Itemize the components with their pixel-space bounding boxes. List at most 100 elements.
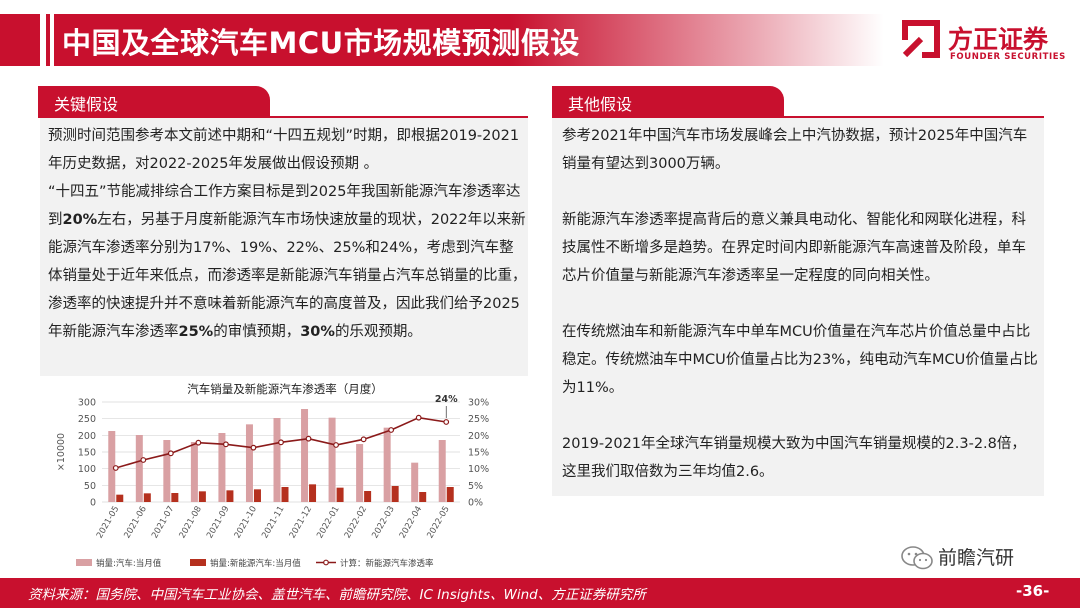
bar-nev-sales: [309, 484, 317, 502]
bar-nev-sales: [116, 494, 124, 502]
penetration-point: [112, 465, 119, 471]
x-tick-label: 2022-04: [398, 505, 424, 541]
sales-penetration-chart: 汽车销量及新能源汽车渗透率（月度） 0 50 100 150 200 250 300 0% 5% 1…: [56, 382, 489, 569]
other-paragraph-2: 新能源汽车渗透率提高背后的意义兼具电动化、智能化和网联化进程，科技属性不断增多是…: [562, 212, 1026, 284]
bar-total-sales: [108, 431, 116, 502]
page-number: -36-: [1016, 582, 1050, 600]
penetration-point: [443, 419, 450, 425]
header-title-band: [54, 14, 884, 66]
y2-tick-label: 10%: [468, 464, 489, 475]
bar-total-sales: [411, 462, 419, 502]
bar-nev-sales: [364, 491, 372, 502]
x-tick-label: 2021-09: [205, 505, 231, 541]
header-accent-line: [46, 14, 50, 66]
tab-other-assumptions: 其他假设: [552, 86, 784, 116]
bar-nev-sales: [446, 487, 454, 502]
tab-key-assumptions: 关键假设: [38, 86, 270, 116]
y-tick-label: 0: [90, 498, 96, 509]
penetration-point: [140, 457, 147, 463]
penetration-point: [250, 444, 257, 451]
x-tick-label: 2021-11: [260, 505, 286, 541]
y2-tick-label: 15%: [468, 448, 489, 459]
y2-tick-label: 5%: [468, 481, 483, 492]
y-tick-label: 150: [78, 448, 96, 459]
legend-swatch-total: [76, 559, 92, 566]
y-axis-label: ×10000: [56, 433, 67, 471]
bar-nev-sales: [171, 493, 179, 502]
other-paragraph-4: 2019-2021年全球汽车销量规模大致为中国汽车销量规模的2.3-2.8倍，这…: [562, 436, 1026, 480]
key-assumptions-text: 预测时间范围参考本文前述中期和“十四五规划”时期，即根据2019-2021年历史…: [48, 122, 528, 346]
assumption-paragraph-2c: 左右，另基于月度新能源汽车市场快速放量的现状，2022年以来新能源汽车渗透率分别…: [48, 212, 527, 340]
page-title: 中国及全球汽车MCU市场规模预测假设: [62, 26, 580, 60]
legend-label-total: 销量:汽车:当月值: [96, 558, 162, 569]
bar-nev-sales: [281, 487, 289, 502]
assumption-paragraph-2g: 的乐观预期。: [334, 324, 422, 340]
x-tick-label: 2021-07: [150, 505, 176, 541]
header: 中国及全球汽车MCU市场规模预测假设 方正证券 FOUNDER SECURITI…: [0, 0, 1080, 86]
y2-tick-label: 0%: [468, 498, 483, 509]
assumption-paragraph-1: 预测时间范围参考本文前述中期和“十四五规划”时期，即根据2019-2021年历史…: [48, 128, 520, 172]
x-tick-label: 2022-02: [343, 505, 369, 541]
wechat-icon: [901, 546, 933, 570]
x-tick-label: 2021-08: [178, 505, 204, 541]
right-tab-underline: [552, 116, 1044, 118]
company-logo: 方正证券 FOUNDER SECURITIES: [902, 20, 1072, 66]
x-tick-label: 2021-05: [95, 505, 121, 541]
penetration-point: [305, 435, 312, 442]
bar-total-sales: [245, 424, 253, 502]
data-source: 资料来源：国务院、中国汽车工业协会、盖世汽车、前瞻研究院、IC Insights…: [28, 587, 646, 603]
bar-total-sales: [273, 418, 281, 502]
bar-total-sales: [383, 427, 391, 502]
key-assumptions-panel: 预测时间范围参考本文前述中期和“十四五规划”时期，即根据2019-2021年历史…: [40, 118, 528, 376]
optimistic-expectation: 30%: [300, 324, 335, 340]
penetration-point: [360, 436, 367, 443]
penetration-point: [333, 442, 339, 448]
x-tick-label: 2022-03: [370, 505, 396, 541]
penetration-point: [278, 439, 284, 446]
x-tick-label: 2021-10: [233, 505, 259, 541]
other-paragraph-3: 在传统燃油车和新能源汽车中单车MCU价值量在汽车芯片价值总量中占比稳定。传统燃油…: [562, 324, 1038, 396]
other-paragraph-1: 参考2021年中国汽车市场发展峰会上中汽协数据，预计2025年中国汽车销量有望达…: [562, 128, 1028, 172]
penetration-point: [195, 439, 202, 446]
y-tick-label: 200: [78, 431, 96, 442]
legend-swatch-nev: [190, 559, 206, 566]
y2-tick-label: 30%: [468, 398, 489, 409]
assumption-paragraph-2a: “十四五”节能减排综合工作方案目标是到2025年我国新能源汽车渗透率达到: [48, 184, 521, 228]
penetration-point: [167, 450, 174, 457]
y-tick-label: 250: [78, 414, 96, 425]
bar-nev-sales: [391, 486, 399, 502]
bar-nev-sales: [253, 489, 261, 502]
x-tick-label: 2022-05: [425, 505, 451, 541]
bar-nev-sales: [336, 487, 344, 502]
wechat-watermark: 前瞻汽研: [900, 543, 1050, 573]
penetration-annotation: 24%: [435, 394, 458, 405]
x-tick-label: 2021-12: [288, 505, 314, 541]
penetration-point: [415, 414, 422, 421]
bar-total-sales: [218, 433, 226, 502]
bar-nev-sales: [419, 492, 427, 502]
y-tick-label: 100: [78, 464, 96, 475]
y-tick-label: 50: [84, 481, 96, 492]
watermark-text: 前瞻汽研: [938, 547, 1015, 569]
header-accent-block: [0, 14, 40, 66]
bar-total-sales: [163, 440, 171, 502]
y-tick-label: 300: [78, 398, 96, 409]
legend-swatch-point: [323, 559, 329, 566]
legend-label-nev: 销量:新能源汽车:当月值: [210, 558, 301, 569]
chart-title: 汽车销量及新能源汽车渗透率（月度）: [187, 382, 383, 396]
bar-nev-sales: [143, 493, 151, 502]
penetration-target: 20%: [62, 212, 98, 228]
other-assumptions-panel: 参考2021年中国汽车市场发展峰会上中汽协数据，预计2025年中国汽车销量有望达…: [552, 118, 1044, 496]
x-tick-label: 2022-01: [315, 505, 341, 541]
y2-tick-label: 25%: [468, 414, 489, 425]
bar-total-sales: [190, 442, 198, 502]
left-tab-underline: [38, 116, 528, 118]
penetration-point: [388, 427, 395, 433]
bar-total-sales: [328, 417, 336, 502]
founder-logo-icon: [902, 20, 940, 58]
footer-bar: [0, 578, 1080, 608]
bar-total-sales: [438, 440, 446, 502]
logo-text-en: FOUNDER SECURITIES: [950, 52, 1066, 62]
bar-total-sales: [135, 435, 143, 502]
x-tick-label: 2021-06: [122, 505, 148, 541]
